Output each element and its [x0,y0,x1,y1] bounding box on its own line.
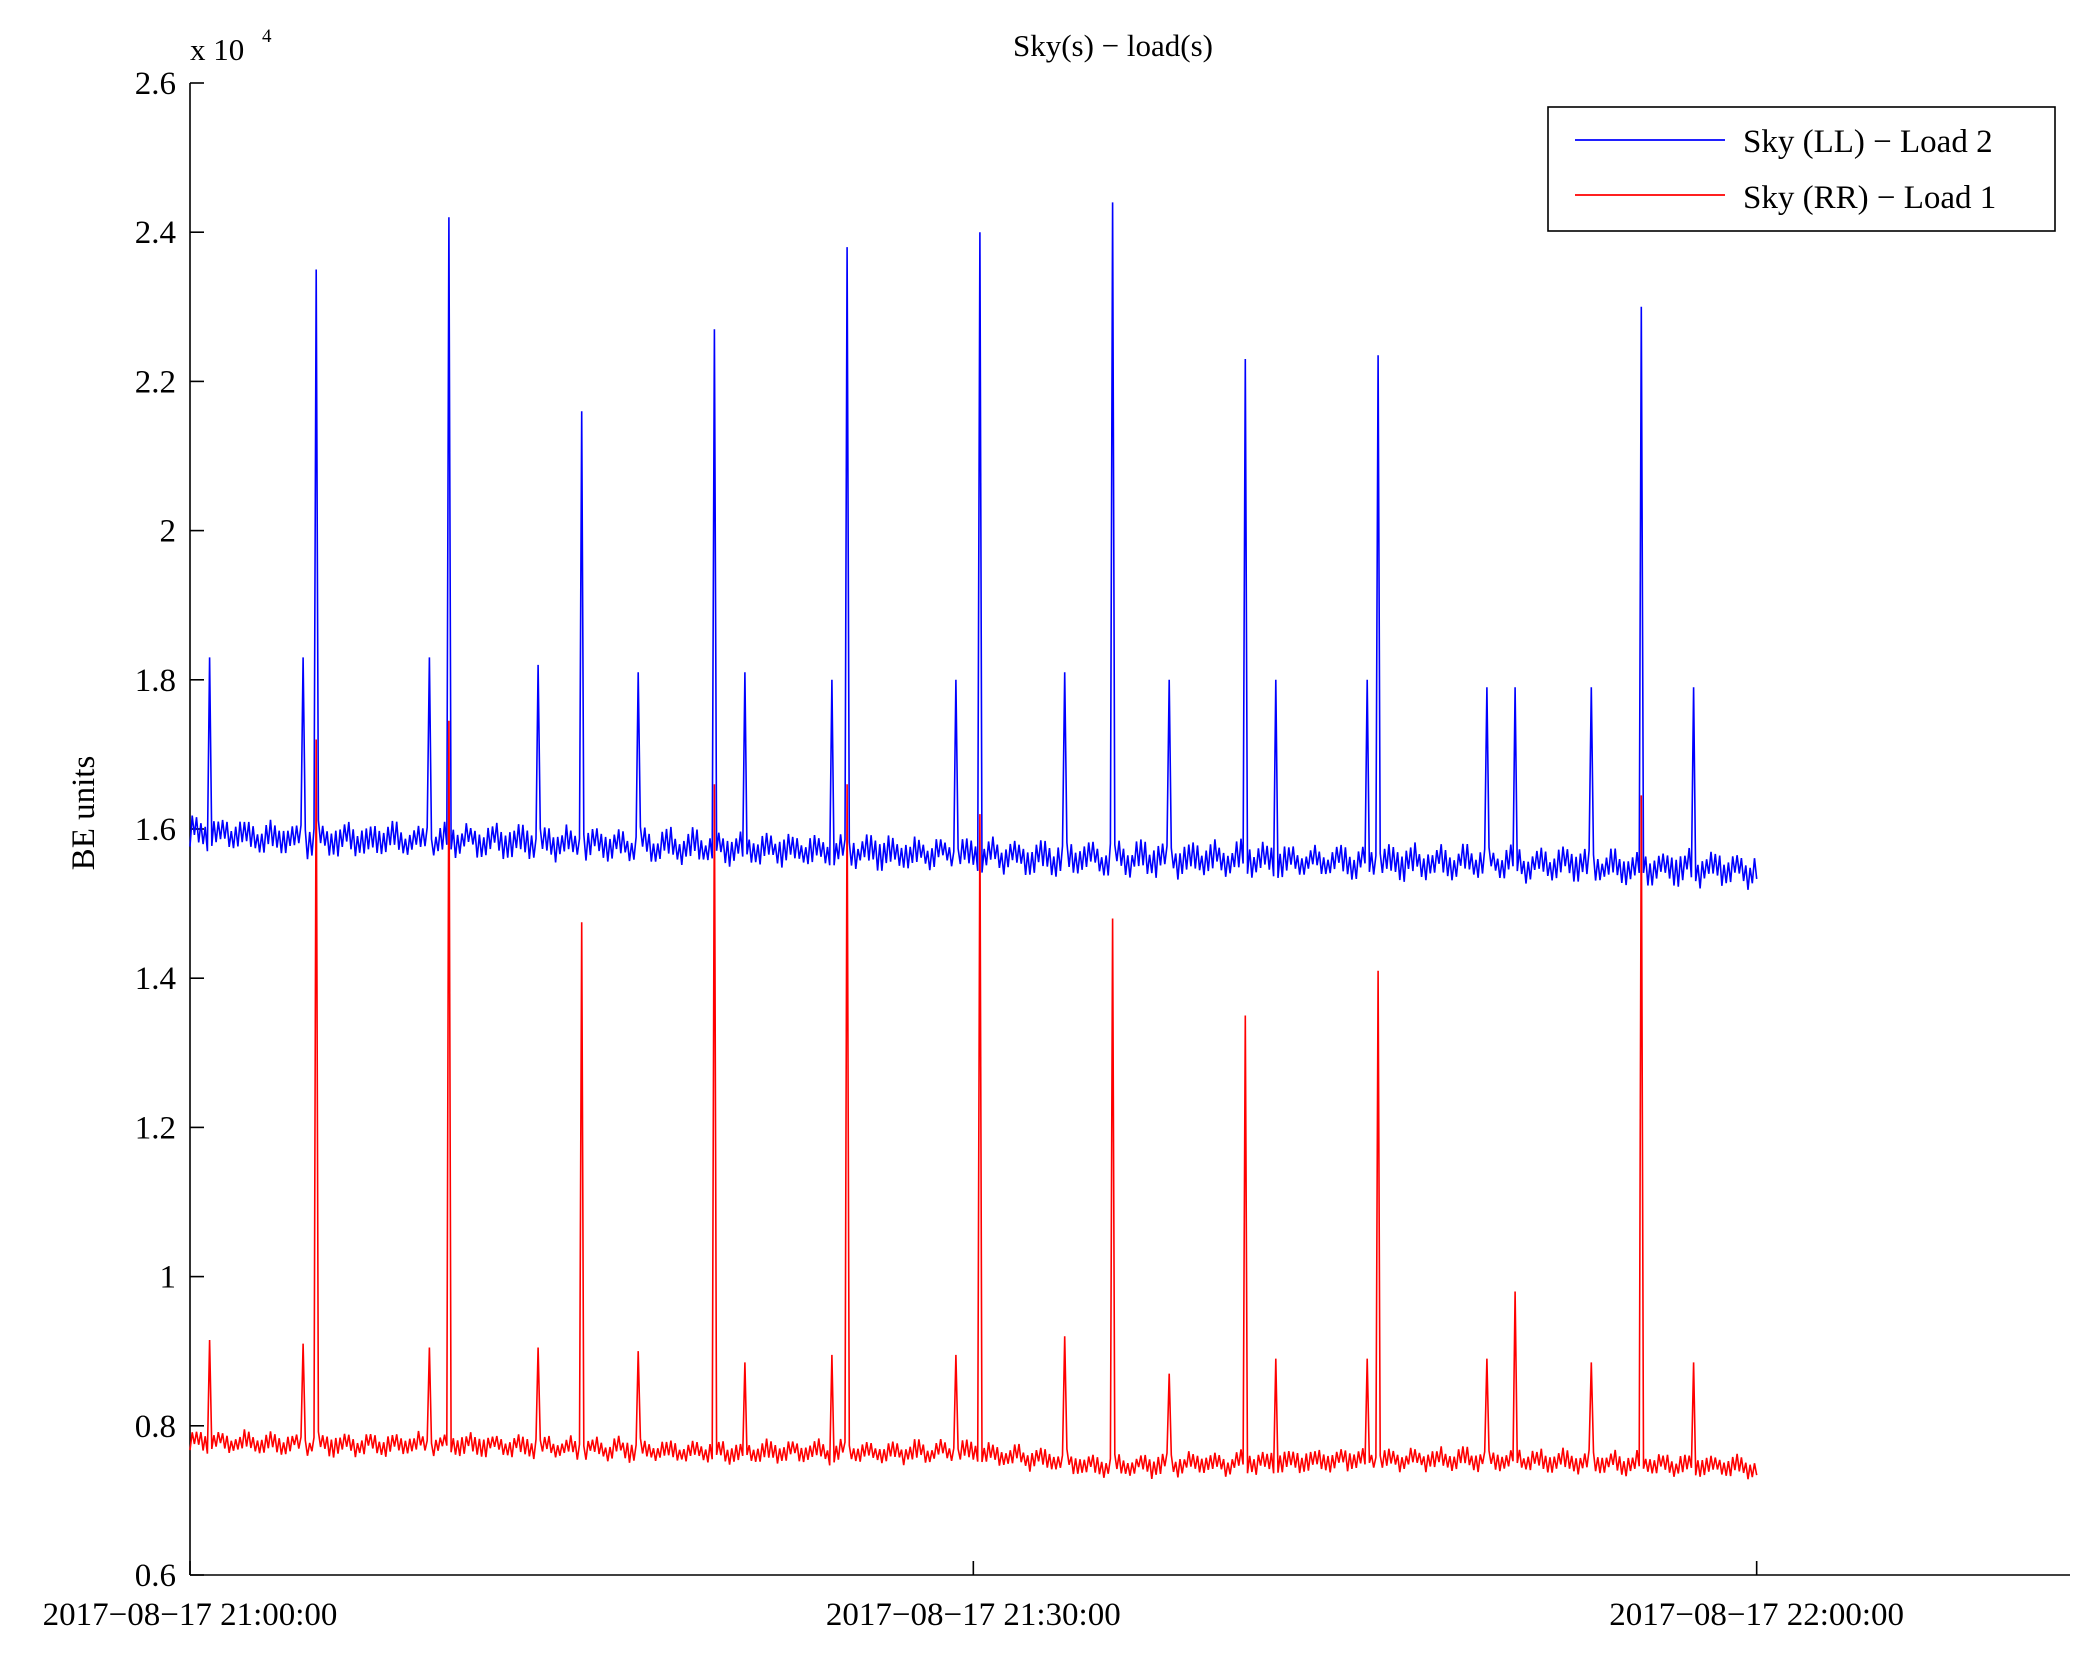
y-ticks: 0.6 0.8 1 1.2 1.4 1.6 1.8 2 2.2 2.4 2.6 [135,66,204,1594]
x-tick-label: 2017−08−17 21:30:00 [826,1597,1121,1633]
y-tick-label: 0.6 [135,1558,176,1594]
y-axis-label: BE units [66,756,102,871]
x-tick-label: 2017−08−17 21:00:00 [43,1597,338,1633]
x-ticks: 2017−08−17 21:00:00 2017−08−17 21:30:00 20… [43,1561,1904,1633]
y-multiplier-label: x 10 [190,32,244,67]
legend: Sky (LL) − Load 2 Sky (RR) − Load 1 [1547,106,2056,232]
series-line-sky-ll-load2 [189,202,1758,890]
legend-box [1547,106,2056,232]
series-line-sky-rr-load1 [189,720,1758,1480]
y-tick-label: 2.6 [135,66,176,102]
legend-label-rr: Sky (RR) − Load 1 [1743,180,1996,216]
y-tick-label: 2 [160,514,177,550]
y-tick-label: 0.8 [135,1409,176,1445]
y-tick-label: 1.8 [135,663,176,699]
y-tick-label: 1 [160,1260,177,1296]
y-tick-label: 2.4 [135,215,176,251]
x-tick-label: 2017−08−17 22:00:00 [1609,1597,1904,1633]
y-tick-label: 1.2 [135,1110,176,1146]
y-multiplier-exponent: 4 [262,26,272,47]
series-layer [189,202,1758,1480]
y-tick-label: 1.6 [135,812,176,848]
chart-title: Sky(s) − load(s) [1013,28,1213,63]
y-tick-label: 1.4 [135,961,176,997]
legend-label-ll: Sky (LL) − Load 2 [1743,124,1993,160]
y-tick-label: 2.2 [135,364,176,400]
